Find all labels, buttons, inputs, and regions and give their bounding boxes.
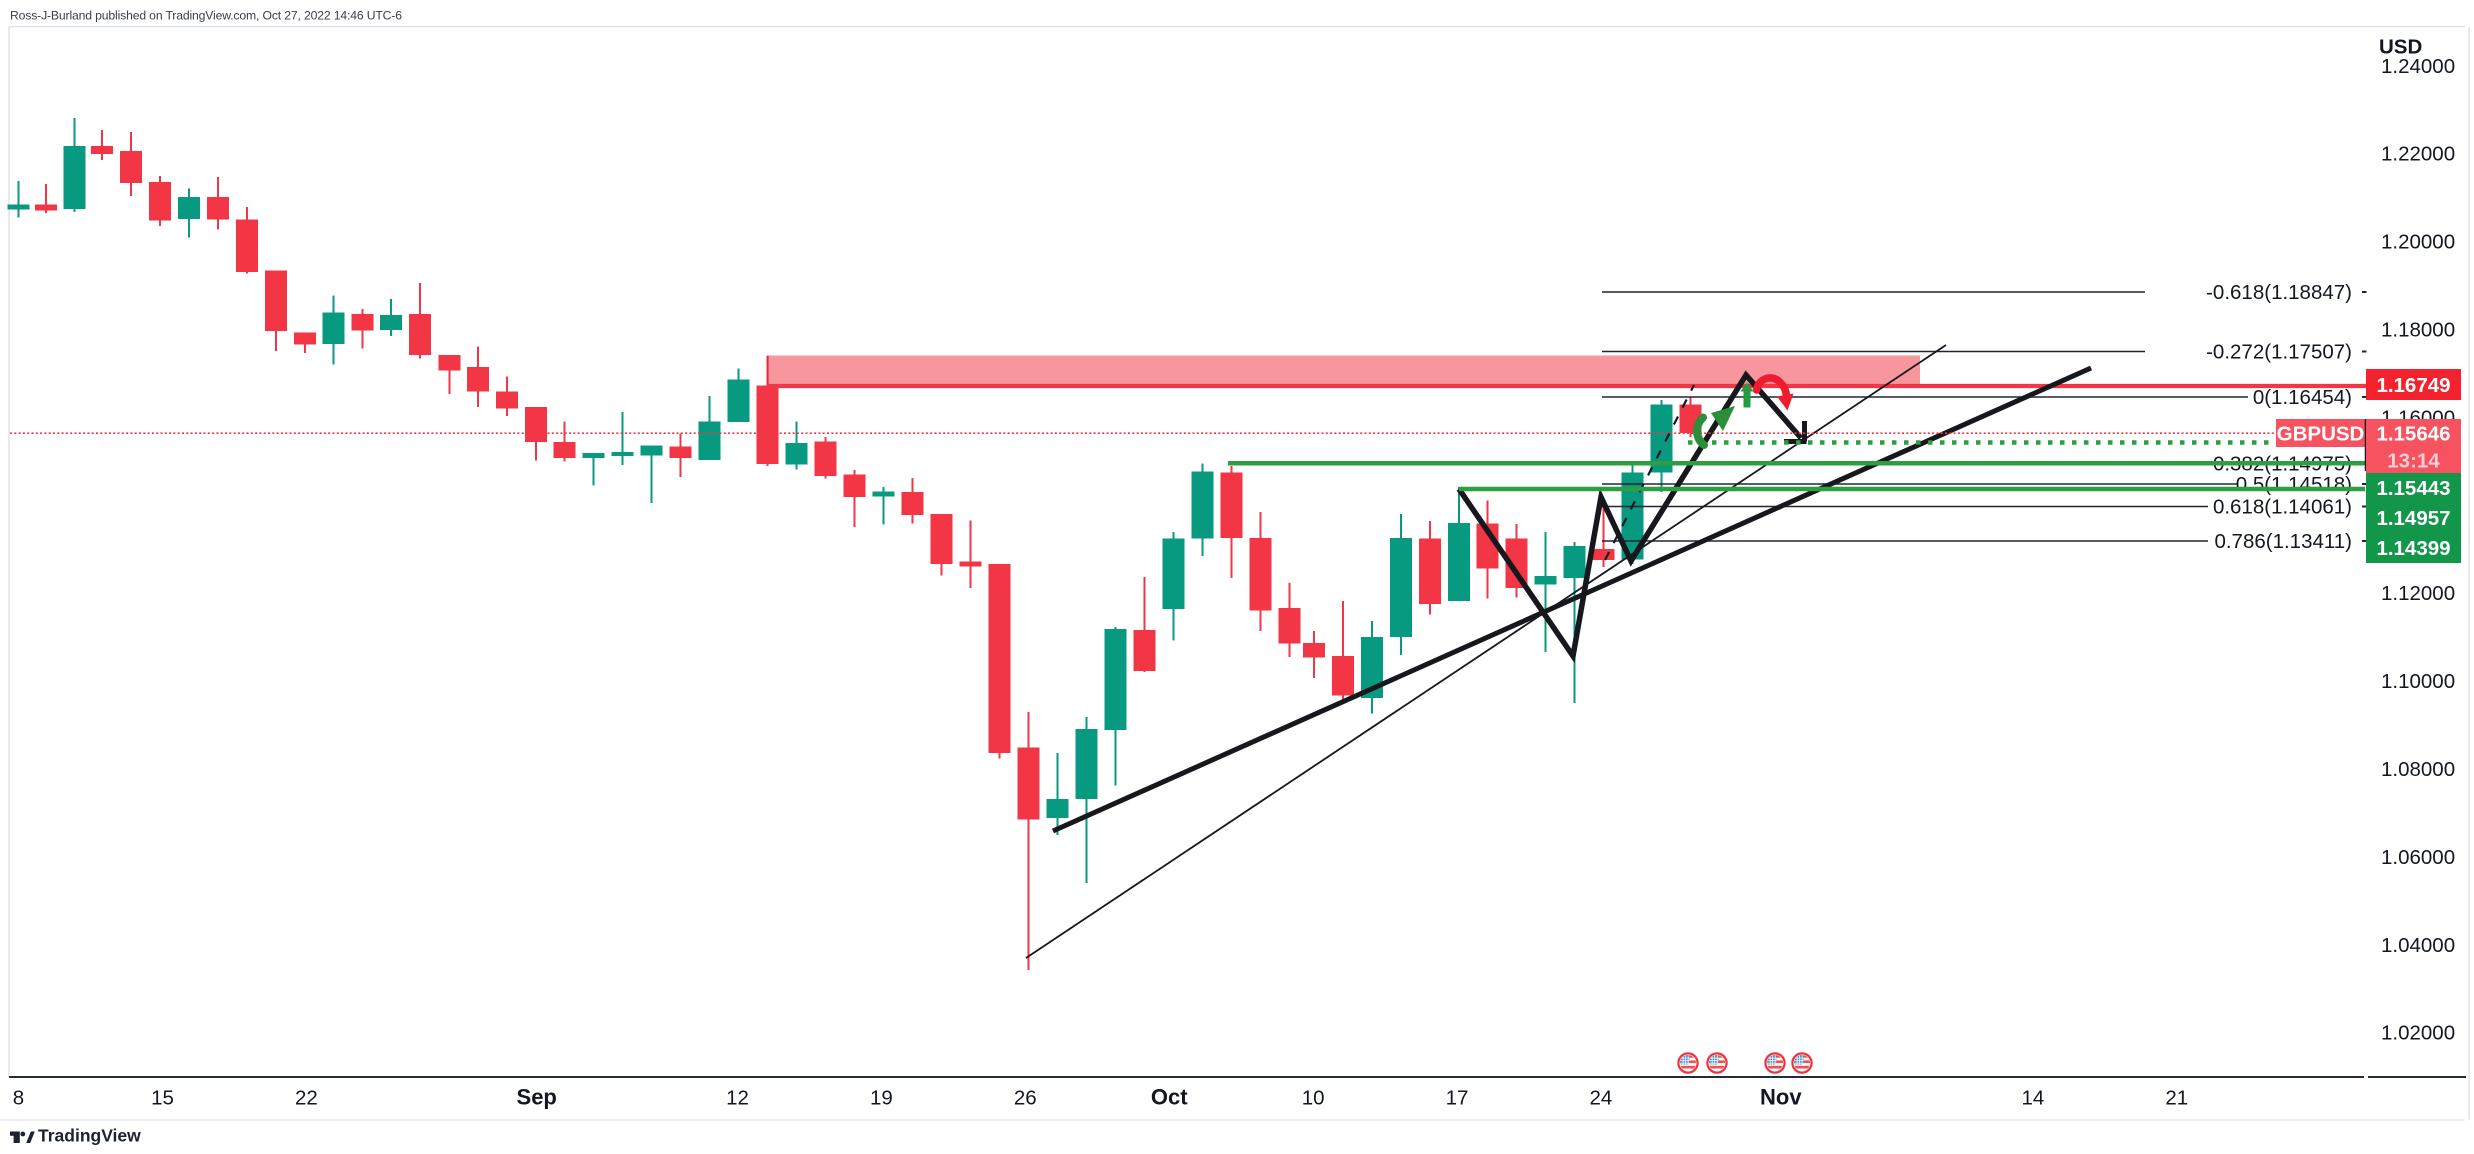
svg-text:1.20000: 1.20000 — [2381, 231, 2455, 254]
svg-text:24: 24 — [1589, 1087, 1612, 1110]
svg-text:USD: USD — [2379, 36, 2422, 59]
svg-text:8: 8 — [13, 1087, 24, 1110]
svg-text:1.04000: 1.04000 — [2381, 934, 2455, 957]
svg-text:21: 21 — [2165, 1087, 2188, 1110]
svg-text:-0.272(1.17507): -0.272(1.17507) — [2206, 341, 2352, 364]
svg-text:1.14399: 1.14399 — [2376, 537, 2450, 560]
svg-text:1.02000: 1.02000 — [2381, 1022, 2455, 1045]
svg-text:GBPUSD: GBPUSD — [2277, 423, 2365, 446]
svg-text:1.08000: 1.08000 — [2381, 758, 2455, 781]
svg-text:22: 22 — [295, 1087, 318, 1110]
svg-text:15: 15 — [151, 1087, 174, 1110]
svg-text:Ross-J-Burland published on Tr: Ross-J-Burland published on TradingView.… — [10, 9, 402, 23]
svg-text:1.12000: 1.12000 — [2381, 582, 2455, 605]
svg-text:26: 26 — [1014, 1087, 1037, 1110]
svg-text:Sep: Sep — [517, 1085, 557, 1110]
svg-text:1.15646: 1.15646 — [2376, 423, 2450, 446]
svg-text:1.24000: 1.24000 — [2381, 55, 2455, 78]
svg-text:1.15443: 1.15443 — [2376, 477, 2450, 500]
svg-text:14: 14 — [2021, 1087, 2044, 1110]
svg-text:12: 12 — [726, 1087, 749, 1110]
svg-text:1.10000: 1.10000 — [2381, 670, 2455, 693]
svg-text:1.16749: 1.16749 — [2376, 374, 2450, 397]
svg-text:Nov: Nov — [1760, 1085, 1802, 1110]
svg-text:0.618(1.14061): 0.618(1.14061) — [2213, 496, 2352, 519]
svg-text:19: 19 — [870, 1087, 893, 1110]
svg-text:0(1.16454): 0(1.16454) — [2253, 386, 2352, 409]
svg-text:Oct: Oct — [1151, 1085, 1188, 1110]
svg-text:1.06000: 1.06000 — [2381, 846, 2455, 869]
svg-text:17: 17 — [1446, 1087, 1469, 1110]
svg-text:1.18000: 1.18000 — [2381, 319, 2455, 342]
svg-text:TradingView: TradingView — [38, 1126, 141, 1146]
svg-text:-0.618(1.18847): -0.618(1.18847) — [2206, 281, 2352, 304]
svg-text:0.5(1.14518): 0.5(1.14518) — [2236, 473, 2352, 496]
svg-text:1.14957: 1.14957 — [2376, 507, 2450, 530]
svg-text:1.22000: 1.22000 — [2381, 143, 2455, 166]
svg-text:10: 10 — [1302, 1087, 1325, 1110]
svg-text:13:14: 13:14 — [2387, 450, 2440, 473]
svg-text:0.786(1.13411): 0.786(1.13411) — [2214, 530, 2352, 553]
